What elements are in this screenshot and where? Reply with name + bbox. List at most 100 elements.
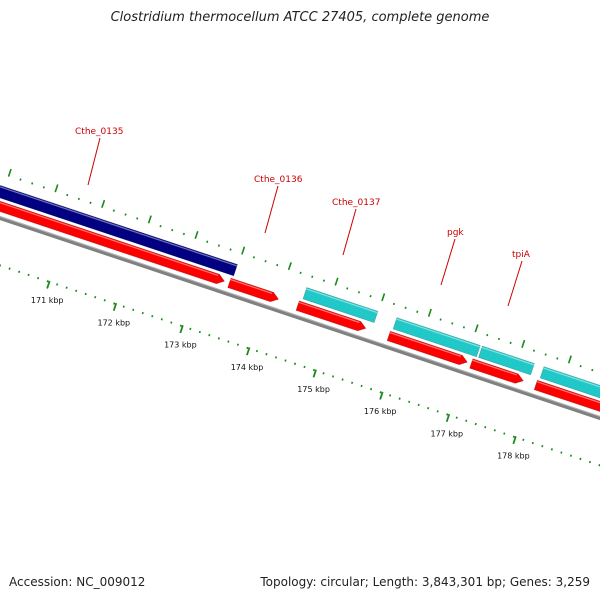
scale-minor-tick (132, 308, 135, 312)
outer-minor-tick (206, 240, 209, 243)
scale-minor-tick (122, 305, 125, 308)
scale-minor-tick (389, 394, 392, 397)
scale-minor-tick (484, 425, 487, 429)
scale-major-tick (312, 369, 317, 378)
outer-minor-tick (311, 275, 314, 278)
scale-label: 171 kbp (31, 296, 64, 305)
outer-minor-tick (591, 368, 594, 372)
gene-bar-pgk-shine (396, 318, 481, 348)
outer-minor-tick (357, 291, 360, 294)
outer-minor-tick (404, 306, 407, 310)
backbone-highlight (0, 215, 600, 417)
cds-arrow-pgk-shine (389, 332, 462, 357)
outer-major-tick (474, 324, 479, 333)
scale-minor-tick (427, 406, 430, 410)
gene-bar-pgk (392, 317, 481, 358)
scale-minor-tick (379, 391, 382, 394)
cds-arrow-cthe-0136-shine (230, 278, 273, 294)
scale-label: 178 kbp (497, 452, 530, 461)
scale-minor-tick (493, 429, 496, 432)
gene-bar-tpiA-shine (481, 346, 535, 366)
gene-bar-cthe-0135 (0, 185, 238, 277)
cds-arrow-tpiA-shine (472, 359, 518, 376)
scale-minor-tick (541, 444, 544, 448)
cds-arrow-cthe-0135-shine (0, 202, 219, 276)
cds-arrow-cthe-0137-shine (298, 301, 360, 324)
scale-major-tick (112, 302, 118, 311)
scale-minor-tick (503, 432, 506, 435)
scale-minor-tick (398, 397, 401, 400)
map-title: Clostridium thermocellum ATCC 27405, com… (110, 10, 490, 25)
scale-minor-tick (246, 346, 249, 350)
scale-minor-tick (284, 359, 287, 362)
gene-leader-line (87, 137, 101, 186)
outer-major-tick (567, 355, 572, 364)
scale-major-tick (512, 436, 517, 445)
scale-minor-tick (550, 448, 553, 451)
outer-minor-tick (42, 186, 45, 189)
gene-leader-line (440, 238, 456, 286)
cds-arrow-cthe-0136 (227, 277, 280, 303)
scale-minor-tick (370, 387, 373, 391)
outer-major-tick (521, 339, 526, 348)
outer-minor-tick (392, 302, 396, 306)
scale-minor-tick (274, 356, 278, 359)
scale-minor-tick (18, 270, 21, 273)
scale-minor-tick (56, 283, 59, 286)
outer-minor-tick (497, 337, 501, 341)
outer-minor-tick (462, 326, 466, 329)
scale-minor-tick (255, 349, 259, 353)
outer-minor-tick (322, 279, 325, 282)
scale-major-tick (246, 347, 251, 356)
outer-major-tick (334, 277, 339, 286)
scale-minor-tick (27, 273, 30, 277)
outer-minor-tick (299, 271, 302, 275)
scale-minor-tick (579, 457, 582, 461)
scale-minor-tick (37, 276, 40, 280)
outer-minor-tick (509, 341, 512, 345)
cds-arrow-pgk (386, 330, 468, 366)
outer-minor-tick (171, 228, 174, 232)
accession-text: Accession: NC_009012 (9, 575, 146, 589)
outer-minor-tick (439, 318, 442, 321)
scale-label: 176 kbp (364, 407, 397, 416)
scale-minor-tick (588, 460, 592, 464)
outer-major-tick (147, 215, 152, 224)
outer-minor-tick (182, 232, 185, 236)
scale-major-tick (179, 325, 184, 334)
gene-bar-cthe-0135-shine (0, 186, 238, 267)
backbone-line (0, 215, 600, 421)
outer-major-tick (427, 308, 432, 317)
outer-major-tick (287, 262, 292, 271)
outer-minor-tick (346, 287, 349, 290)
scale-minor-tick (569, 454, 572, 457)
gene-leader-line (342, 208, 357, 256)
cds-arrow-next (533, 379, 600, 412)
scale-minor-tick (531, 441, 534, 445)
outer-minor-tick (124, 213, 127, 216)
outer-minor-tick (77, 197, 80, 201)
outer-minor-tick (66, 193, 69, 197)
scale-minor-tick (8, 267, 11, 270)
scale-major-tick (379, 391, 384, 400)
outer-minor-tick (579, 364, 582, 368)
scale-minor-tick (331, 375, 335, 378)
scale-minor-tick (474, 422, 477, 426)
scale-minor-tick (160, 318, 163, 321)
scale-minor-tick (293, 362, 297, 365)
scale-minor-tick (75, 289, 78, 293)
scale-minor-tick (408, 400, 411, 404)
scale-minor-tick (417, 403, 420, 407)
scale-minor-tick (189, 327, 192, 331)
outer-minor-tick (544, 353, 547, 356)
outer-minor-tick (416, 310, 419, 313)
scale-minor-tick (560, 451, 563, 454)
gene-leader-line (507, 260, 523, 307)
scale-major-tick (46, 280, 51, 289)
gene-leader-line (264, 185, 279, 234)
scale-label: 174 kbp (231, 363, 264, 372)
gene-bar-tpiA (478, 345, 535, 376)
outer-minor-tick (217, 244, 220, 247)
outer-minor-tick (159, 224, 162, 228)
outer-minor-tick (556, 357, 559, 360)
